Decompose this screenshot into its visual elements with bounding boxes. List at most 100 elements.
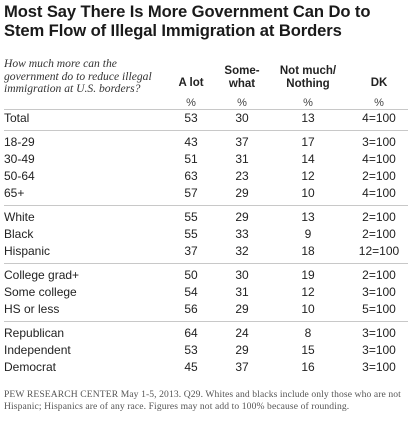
table-cell: 50 [184, 268, 198, 282]
table-cell: 55 [184, 227, 198, 241]
table-row: Black 55 33 9 2=100 [0, 226, 412, 243]
table-cell: 64 [184, 326, 198, 340]
row-label: Some college [4, 285, 77, 299]
table-cell: 51 [184, 152, 198, 166]
column-header-a-lot: A lot [178, 77, 204, 89]
table-cell: 53 [184, 111, 198, 125]
table-cell: 18 [301, 244, 315, 258]
table-cell: 10 [301, 186, 315, 200]
table-cell: 56 [184, 302, 198, 316]
column-header-not-much: Not much/ Nothing [279, 65, 337, 90]
group-separator [4, 321, 408, 322]
row-label: Total [4, 111, 30, 125]
table-cell: 54 [184, 285, 198, 299]
table-cell: 12=100 [358, 244, 400, 258]
table-cell: 14 [301, 152, 315, 166]
table-row: College grad+ 50 30 19 2=100 [0, 267, 412, 284]
group-separator [4, 130, 408, 131]
table-cell: 37 [235, 360, 249, 374]
table-row: 50-64 63 23 12 2=100 [0, 168, 412, 185]
table-cell: 3=100 [362, 343, 396, 357]
table-cell: 13 [301, 210, 315, 224]
table-cell: 30 [235, 268, 249, 282]
table-cell: 3=100 [362, 360, 396, 374]
row-label: 65+ [4, 186, 25, 200]
group-separator [4, 263, 408, 264]
row-label: 30-49 [4, 152, 35, 166]
row-label: 18-29 [4, 135, 35, 149]
survey-question: How much more can the government do to r… [4, 57, 152, 95]
column-header-somewhat: Some-what [224, 65, 260, 90]
group-separator [4, 205, 408, 206]
table-cell: 5=100 [362, 302, 396, 316]
header-separator [4, 109, 408, 110]
table-cell: 4=100 [362, 111, 396, 125]
table-cell: 37 [235, 135, 249, 149]
table-cell: 2=100 [362, 169, 396, 183]
table-cell: 33 [235, 227, 249, 241]
table-row: 30-49 51 31 14 4=100 [0, 151, 412, 168]
table-cell: 3=100 [362, 285, 396, 299]
table-cell: 2=100 [362, 210, 396, 224]
table-row: Democrat 45 37 16 3=100 [0, 359, 412, 376]
table-cell: 53 [184, 343, 198, 357]
source-footnote: PEW RESEARCH CENTER May 1-5, 2013. Q29. … [4, 389, 401, 412]
unit-dk: % [374, 97, 384, 109]
row-label: HS or less [4, 302, 60, 316]
table-row: Hispanic 37 32 18 12=100 [0, 243, 412, 260]
table-cell: 12 [301, 169, 315, 183]
table-cell: 23 [235, 169, 249, 183]
table-row: Republican 64 24 8 3=100 [0, 325, 412, 342]
table-cell: 4=100 [362, 152, 396, 166]
table-cell: 37 [184, 244, 198, 258]
row-label: White [4, 210, 35, 224]
table-cell: 32 [235, 244, 249, 258]
row-label: College grad+ [4, 268, 80, 282]
row-label: Black [4, 227, 34, 241]
table-cell: 30 [235, 111, 249, 125]
table-cell: 29 [235, 186, 249, 200]
table-cell: 4=100 [362, 186, 396, 200]
table-cell: 43 [184, 135, 198, 149]
table-row: Total 53 30 13 4=100 [0, 110, 412, 127]
table-cell: 55 [184, 210, 198, 224]
table-row: White 55 29 13 2=100 [0, 209, 412, 226]
row-label: 50-64 [4, 169, 35, 183]
table-row: HS or less 56 29 10 5=100 [0, 301, 412, 318]
chart-title: Most Say There Is More Government Can Do… [4, 2, 371, 40]
table-cell: 8 [304, 326, 312, 340]
table-cell: 63 [184, 169, 198, 183]
row-label: Hispanic [4, 244, 51, 258]
table-cell: 2=100 [362, 227, 396, 241]
table-cell: 29 [235, 302, 249, 316]
table-cell: 31 [235, 152, 249, 166]
table-row: Some college 54 31 12 3=100 [0, 284, 412, 301]
table-cell: 12 [301, 285, 315, 299]
row-label: Democrat [4, 360, 57, 374]
table-row: 18-29 43 37 17 3=100 [0, 134, 412, 151]
unit-somewhat: % [237, 97, 247, 109]
table-row: Independent 53 29 15 3=100 [0, 342, 412, 359]
unit-a-lot: % [186, 97, 196, 109]
table-cell: 19 [301, 268, 315, 282]
table-cell: 2=100 [362, 268, 396, 282]
row-label: Republican [4, 326, 65, 340]
table-row: 65+ 57 29 10 4=100 [0, 185, 412, 202]
table-cell: 16 [301, 360, 315, 374]
table-cell: 13 [301, 111, 315, 125]
table-cell: 29 [235, 210, 249, 224]
table-cell: 24 [235, 326, 249, 340]
table-cell: 57 [184, 186, 198, 200]
table-cell: 3=100 [362, 326, 396, 340]
table-cell: 17 [301, 135, 315, 149]
table-cell: 31 [235, 285, 249, 299]
row-label: Independent [4, 343, 71, 357]
table-cell: 29 [235, 343, 249, 357]
table-cell: 45 [184, 360, 198, 374]
table-cell: 3=100 [362, 135, 396, 149]
unit-not-much: % [303, 97, 313, 109]
table-cell: 10 [301, 302, 315, 316]
table-cell: 15 [301, 343, 315, 357]
table-cell: 9 [304, 227, 312, 241]
